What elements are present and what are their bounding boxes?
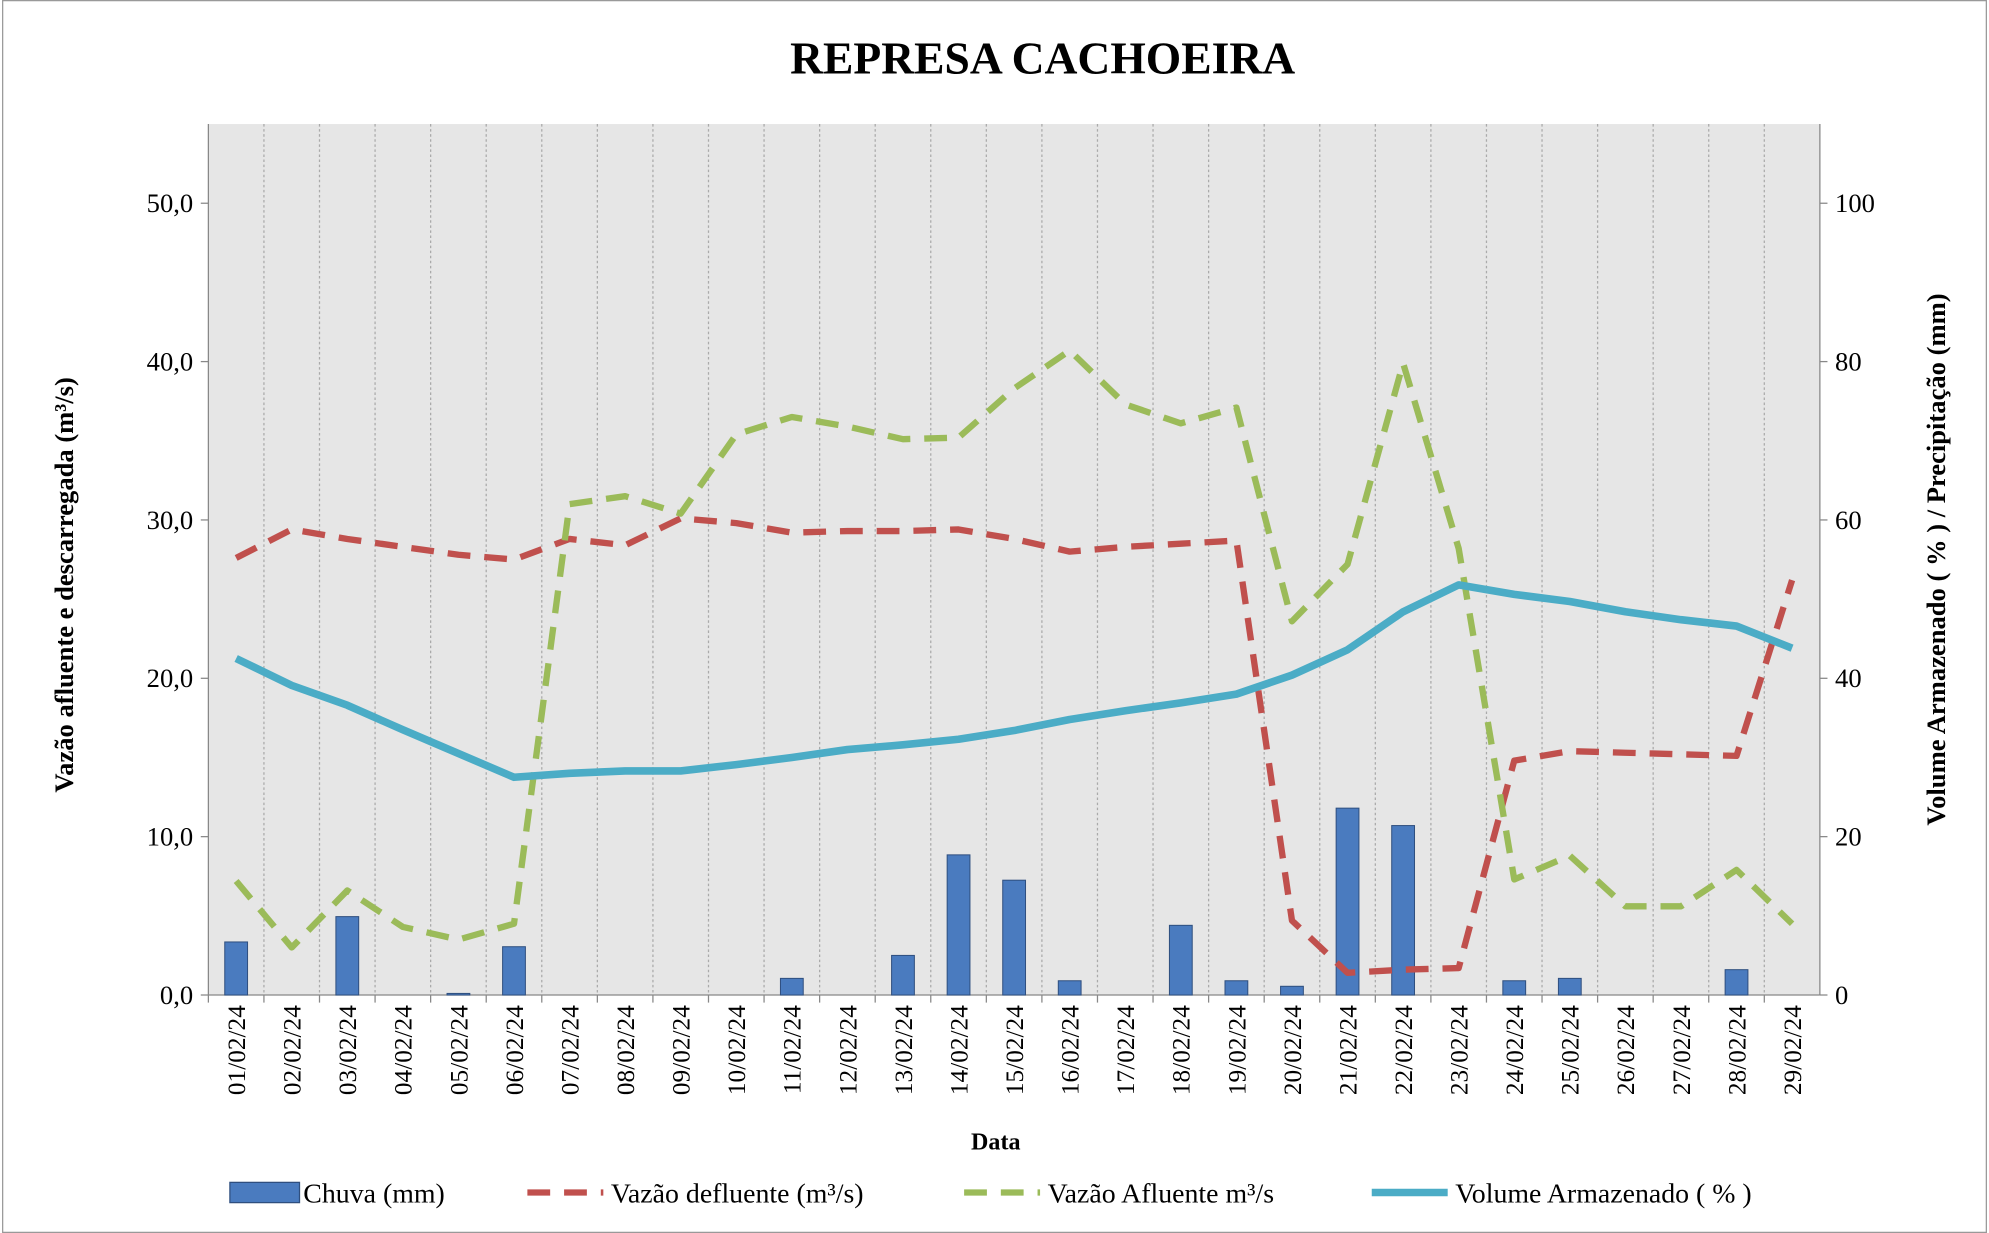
y-tick-label: 10,0 [147,822,194,852]
x-tick-label: 11/02/24 [779,1005,807,1094]
x-tick-label: 28/02/24 [1723,1005,1751,1095]
x-tick-label: 02/02/24 [279,1005,307,1095]
bar [946,854,971,996]
bar [446,992,471,996]
legend-label: Volume Armazenado ( % ) [1455,1179,1751,1210]
x-tick-label: 14/02/24 [945,1005,973,1095]
line-1 [234,515,1796,977]
y2-tick-label: 0 [1835,980,1848,1010]
x-tick-label: 01/02/24 [223,1005,251,1095]
legend-swatch [229,1181,301,1204]
x-tick-label: 07/02/24 [556,1005,584,1095]
bar [1724,969,1749,996]
x-tick-label: 15/02/24 [1001,1005,1029,1095]
x-tick-label: 23/02/24 [1446,1005,1474,1095]
bar [1335,807,1360,996]
bar [502,946,526,996]
bar [1168,924,1193,996]
plot-area [208,124,1820,996]
bar [1280,985,1304,996]
y2-tick-label: 20 [1835,822,1862,852]
y2-tick-label: 60 [1835,505,1862,535]
bar [1502,980,1527,996]
x-tick-label: 18/02/24 [1168,1005,1196,1095]
y-axis-label: Vazão afluente e descarregada (m³/s) [49,377,79,792]
x-tick-label: 17/02/24 [1112,1005,1140,1095]
x-tick-label: 05/02/24 [445,1005,473,1095]
line-3 [234,581,1794,782]
y-tick-label: 20,0 [147,663,194,693]
bar [1002,879,1027,996]
bar [891,954,915,996]
x-tick-label: 09/02/24 [668,1005,696,1095]
x-tick-label: 12/02/24 [834,1005,862,1095]
y2-axis-label: Volume Armazenado ( % ) / Precipitação (… [1921,293,1951,825]
x-tick-label: 25/02/24 [1557,1005,1585,1095]
x-tick-label: 03/02/24 [334,1005,362,1095]
y-tick-label: 40,0 [147,346,194,376]
x-tick-label: 08/02/24 [612,1005,640,1095]
chart-title: REPRESA CACHOEIRA [790,32,1295,83]
x-tick-label: 24/02/24 [1501,1005,1529,1095]
x-axis-label: Data [971,1129,1020,1155]
legend-label: Chuva (mm) [303,1179,445,1210]
bar [1057,980,1082,996]
x-tick-label: 10/02/24 [723,1005,751,1095]
y-tick-label: 50,0 [147,188,194,218]
x-tick-label: 26/02/24 [1612,1005,1640,1095]
y2-tick-label: 100 [1835,188,1875,218]
y2-tick-label: 40 [1835,663,1862,693]
x-tick-label: 29/02/24 [1779,1005,1807,1095]
bar [1391,825,1416,996]
y-tick-label: 0,0 [160,980,193,1010]
y-tick-label: 30,0 [147,505,194,535]
bar [335,916,360,996]
x-tick-label: 04/02/24 [390,1005,418,1095]
x-tick-label: 21/02/24 [1334,1005,1362,1095]
bar [224,941,249,996]
y2-tick-label: 80 [1835,346,1862,376]
legend-label: Vazão Afluente m³/s [1048,1179,1274,1210]
legend-label: Vazão defluente (m³/s) [611,1179,864,1210]
bar [779,977,804,996]
bar [1224,980,1249,996]
x-tick-label: 22/02/24 [1390,1005,1418,1095]
x-tick-label: 06/02/24 [501,1005,529,1095]
x-tick-label: 27/02/24 [1668,1005,1696,1095]
x-tick-label: 16/02/24 [1057,1005,1085,1095]
bar [1557,977,1582,996]
x-tick-label: 19/02/24 [1223,1005,1251,1095]
x-tick-label: 13/02/24 [890,1005,918,1095]
x-tick-label: 20/02/24 [1279,1005,1307,1095]
